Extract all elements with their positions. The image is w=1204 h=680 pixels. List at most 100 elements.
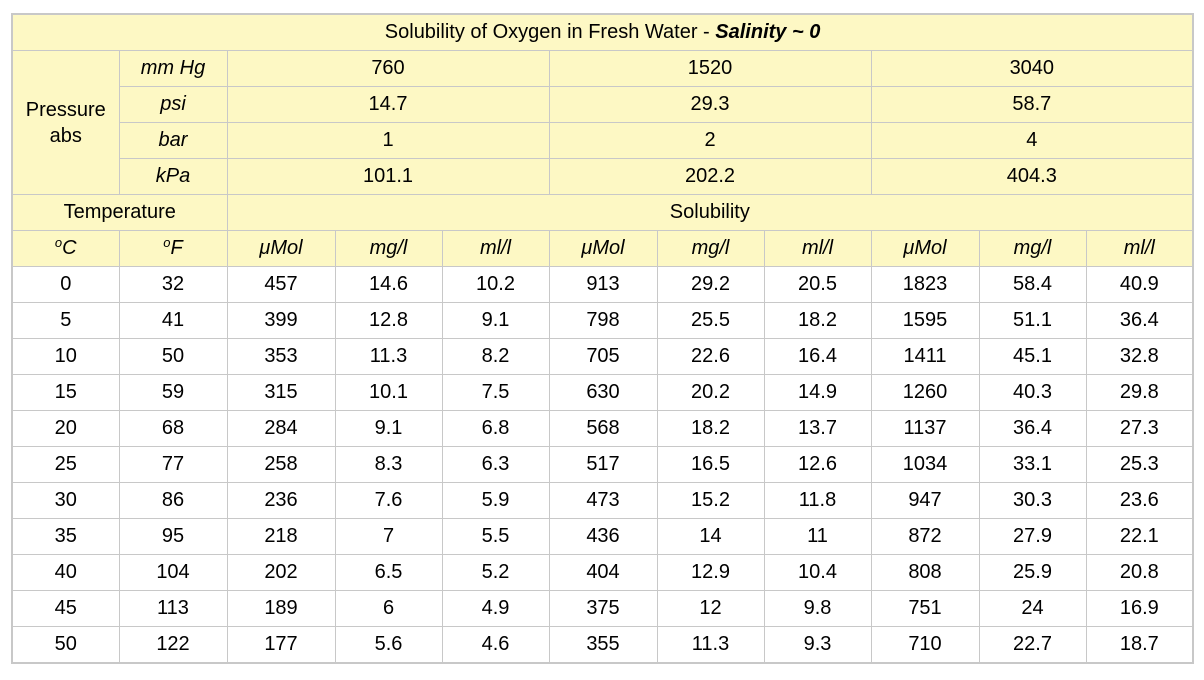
solubility-cell: 751 [870, 590, 980, 627]
solubility-cell: 33.1 [978, 446, 1087, 483]
solubility-cell: 202 [226, 554, 336, 591]
solubility-cell: 568 [548, 410, 658, 447]
pressure-value: 404.3 [870, 158, 1194, 195]
celsius-header: oC [11, 230, 120, 267]
solubility-cell: 14.9 [763, 374, 872, 411]
table-row: 40 104 202 6.5 5.2 404 12.9 10.4 808 25.9 20.8 [11, 554, 1194, 591]
solubility-cell: 16.4 [763, 338, 872, 375]
solubility-cell: 7.6 [334, 482, 443, 519]
solubility-cell: 6.8 [441, 410, 550, 447]
solubility-cell: 25.9 [978, 554, 1087, 591]
solubility-cell: 36.4 [1085, 302, 1194, 339]
pressure-unit-mmhg: mm Hg [118, 50, 228, 87]
solubility-cell: 808 [870, 554, 980, 591]
solubility-cell: 12 [656, 590, 765, 627]
solubility-cell: 4.9 [441, 590, 550, 627]
solubility-cell: 315 [226, 374, 336, 411]
temp-fahrenheit-cell: 59 [118, 374, 228, 411]
solubility-cell: 18.7 [1085, 626, 1194, 664]
table-row: 25 77 258 8.3 6.3 517 16.5 12.6 1034 33.1 25.3 [11, 446, 1194, 483]
table-row: 10 50 353 11.3 8.2 705 22.6 16.4 1411 45.1 32.8 [11, 338, 1194, 375]
solubility-cell: 45.1 [978, 338, 1087, 375]
solubility-cell: 10.4 [763, 554, 872, 591]
solubility-cell: 22.1 [1085, 518, 1194, 555]
solubility-cell: 20.8 [1085, 554, 1194, 591]
solubility-cell: 457 [226, 266, 336, 303]
temp-fahrenheit-cell: 32 [118, 266, 228, 303]
temp-fahrenheit-cell: 50 [118, 338, 228, 375]
temp-celsius-cell: 30 [11, 482, 120, 519]
solubility-cell: 5.2 [441, 554, 550, 591]
solubility-cell: 40.9 [1085, 266, 1194, 303]
table-title-salinity: Salinity ~ 0 [715, 21, 821, 43]
pressure-row-psi: psi 14.7 29.3 58.7 [12, 86, 1194, 123]
pressure-unit-kpa: kPa [118, 158, 228, 195]
solubility-cell: 436 [548, 518, 658, 555]
table-title: Solubility of Oxygen in Fresh Water - Sa… [11, 13, 1194, 51]
solubility-unit-header: μMol [226, 230, 336, 267]
solubility-cell: 872 [870, 518, 980, 555]
table-row: 50 122 177 5.6 4.6 355 11.3 9.3 710 22.7 18.7 [11, 626, 1194, 664]
solubility-cell: 22.7 [978, 626, 1087, 664]
temp-celsius-cell: 10 [11, 338, 120, 375]
pressure-label-line2: abs [49, 124, 82, 147]
solubility-cell: 473 [548, 482, 658, 519]
solubility-unit-header: mg/l [656, 230, 765, 267]
pressure-value: 202.2 [548, 158, 872, 195]
pressure-value: 58.7 [870, 86, 1194, 123]
temp-fahrenheit-cell: 41 [118, 302, 228, 339]
solubility-cell: 5.9 [441, 482, 550, 519]
temp-celsius-cell: 20 [11, 410, 120, 447]
section-header-row: Temperature Solubility [11, 194, 1194, 231]
solubility-cell: 5.6 [334, 626, 443, 664]
solubility-cell: 11.3 [334, 338, 443, 375]
solubility-cell: 27.9 [978, 518, 1087, 555]
solubility-cell: 25.5 [656, 302, 765, 339]
table-row: 0 32 457 14.6 10.2 913 29.2 20.5 1823 58.4 40.9 [11, 266, 1194, 303]
solubility-cell: 9.1 [441, 302, 550, 339]
solubility-unit-header: mg/l [978, 230, 1087, 267]
solubility-cell: 1595 [870, 302, 980, 339]
temp-fahrenheit-cell: 77 [118, 446, 228, 483]
pressure-value: 1520 [548, 50, 872, 87]
solubility-unit-header: μMol [870, 230, 980, 267]
solubility-cell: 40.3 [978, 374, 1087, 411]
pressure-label-line1: Pressure [25, 98, 106, 121]
pressure-value: 101.1 [226, 158, 550, 195]
temp-celsius-cell: 45 [11, 590, 120, 627]
table-row: 15 59 315 10.1 7.5 630 20.2 14.9 1260 40.3 29.8 [11, 374, 1194, 411]
solubility-cell: 6.5 [334, 554, 443, 591]
solubility-cell: 15.2 [656, 482, 765, 519]
solubility-cell: 11.3 [656, 626, 765, 664]
solubility-cell: 1411 [870, 338, 980, 375]
table-row: 45 113 189 6 4.9 375 12 9.8 751 24 16.9 [11, 590, 1194, 627]
solubility-cell: 9.3 [763, 626, 872, 664]
pressure-value: 760 [226, 50, 550, 87]
table-title-main: Solubility of Oxygen in Fresh Water - [384, 21, 716, 43]
solubility-cell: 23.6 [1085, 482, 1194, 519]
temp-celsius-cell: 25 [11, 446, 120, 483]
table-row: 35 95 218 7 5.5 436 14 11 872 27.9 22.1 [11, 518, 1194, 555]
fahrenheit-header: oF [118, 230, 228, 267]
pressure-row-kpa: kPa 101.1 202.2 404.3 [12, 158, 1194, 195]
pressure-value: 3040 [870, 50, 1194, 87]
solubility-cell: 236 [226, 482, 336, 519]
solubility-cell: 16.9 [1085, 590, 1194, 627]
solubility-cell: 189 [226, 590, 336, 627]
title-row: Solubility of Oxygen in Fresh Water - Sa… [11, 13, 1194, 51]
solubility-cell: 58.4 [978, 266, 1087, 303]
fahrenheit-unit: F [170, 237, 183, 259]
temp-fahrenheit-cell: 68 [118, 410, 228, 447]
solubility-cell: 355 [548, 626, 658, 664]
solubility-cell: 20.5 [763, 266, 872, 303]
pressure-unit-bar: bar [118, 122, 228, 159]
solubility-cell: 798 [548, 302, 658, 339]
solubility-cell: 177 [226, 626, 336, 664]
solubility-cell: 9.8 [763, 590, 872, 627]
solubility-cell: 258 [226, 446, 336, 483]
table-body: Solubility of Oxygen in Fresh Water - Sa… [11, 13, 1194, 664]
solubility-cell: 710 [870, 626, 980, 664]
solubility-unit-header: ml/l [1085, 230, 1194, 267]
pressure-value: 4 [870, 122, 1194, 159]
solubility-cell: 705 [548, 338, 658, 375]
